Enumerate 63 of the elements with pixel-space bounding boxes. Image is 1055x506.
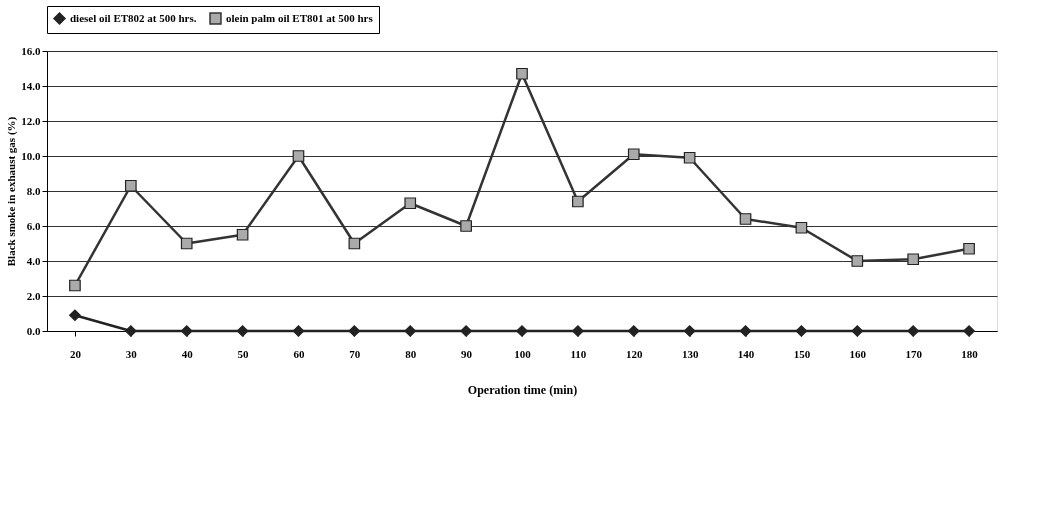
point: [460, 325, 472, 337]
point: [516, 67, 528, 80]
y-tick-label: 8.0: [26, 184, 41, 197]
point: [851, 255, 864, 267]
point: [739, 213, 752, 225]
point: [348, 237, 361, 250]
point: [627, 148, 640, 161]
point: [180, 237, 193, 250]
point: [963, 325, 975, 337]
point: [124, 325, 137, 337]
point: [404, 325, 417, 337]
x-tick-label: 80: [405, 347, 417, 360]
y-tick-label: 12.0: [21, 114, 41, 127]
point: [292, 150, 305, 162]
point: [907, 253, 920, 266]
x-tick-label: 140: [737, 347, 755, 360]
legend-label: olein palm oil ET801 at 500 hrs: [226, 11, 374, 24]
x-tick-label: 150: [793, 347, 811, 360]
point: [292, 325, 305, 337]
y-tick-label: 10.0: [21, 149, 41, 162]
point: [572, 325, 584, 337]
point: [516, 325, 528, 337]
point: [124, 179, 137, 192]
y-tick-label: 16.0: [21, 44, 41, 57]
point: [69, 279, 81, 292]
y-axis-title: Black smoke in exhaust gas (%): [5, 116, 19, 267]
point: [795, 325, 808, 337]
x-tick-label: 180: [961, 347, 979, 360]
x-tick-label: 60: [293, 347, 305, 360]
point: [404, 197, 417, 210]
x-tick-label: 120: [626, 347, 644, 360]
legend-label: diesel oil ET802 at 500 hrs.: [70, 11, 197, 24]
x-tick-label: 90: [461, 347, 473, 360]
y-tick-label: 0.0: [26, 324, 41, 337]
x-tick-label: 40: [181, 347, 194, 360]
y-tick-label: 4.0: [26, 254, 41, 267]
point: [460, 220, 472, 232]
x-tick-label: 160: [849, 347, 867, 360]
point: [180, 325, 193, 337]
point: [236, 228, 249, 241]
y-tick-label: 2.0: [26, 289, 41, 302]
point: [348, 325, 361, 337]
x-tick-label: 30: [125, 347, 138, 360]
point: [572, 195, 584, 208]
x-tick-label: 50: [237, 347, 250, 360]
x-axis-title: Operation time (min): [467, 382, 578, 397]
y-tick-label: 14.0: [21, 79, 41, 92]
point: [683, 151, 696, 164]
point: [963, 242, 975, 255]
x-tick-label: 20: [69, 347, 82, 360]
point: [851, 325, 864, 337]
x-tick-label: 170: [905, 347, 923, 360]
y-tick-label: 6.0: [26, 219, 41, 232]
point: [683, 325, 696, 337]
point: [236, 325, 249, 337]
point: [627, 325, 640, 337]
point: [739, 325, 752, 337]
x-tick-label: 110: [570, 347, 587, 360]
x-tick-label: 70: [349, 347, 361, 360]
point: [69, 309, 81, 322]
x-tick-label: 130: [681, 347, 699, 360]
x-tick-label: 100: [514, 347, 532, 360]
point: [795, 221, 808, 234]
